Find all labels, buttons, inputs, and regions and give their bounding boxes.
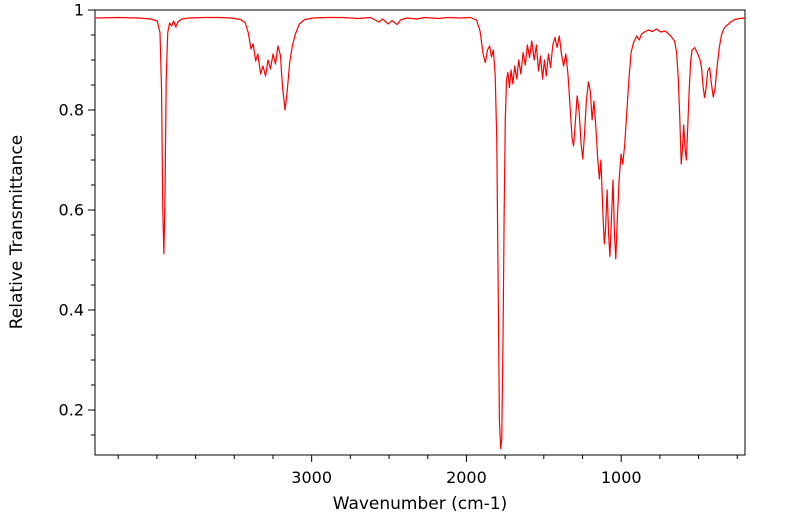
spectrum-curve-layer <box>94 16 746 450</box>
y-tick-label: 0.6 <box>59 201 84 220</box>
y-axis-label: Relative Transmittance <box>7 135 27 330</box>
x-axis-label: Wavenumber (cm-1) <box>333 494 508 514</box>
plot-frame <box>94 9 746 456</box>
spectrum-line <box>94 16 746 450</box>
x-tick-label: 3000 <box>291 468 332 487</box>
y-tick-label: 1 <box>74 1 84 20</box>
y-tick-label: 0.2 <box>59 401 84 420</box>
y-tick-label: 0.4 <box>59 301 84 320</box>
axes-ticks: 3000 2000 1000 0.2 0.4 0.6 0.8 1 <box>59 1 738 487</box>
x-tick-label: 2000 <box>446 468 487 487</box>
x-tick-label: 1000 <box>601 468 642 487</box>
y-tick-label: 0.8 <box>59 101 84 120</box>
